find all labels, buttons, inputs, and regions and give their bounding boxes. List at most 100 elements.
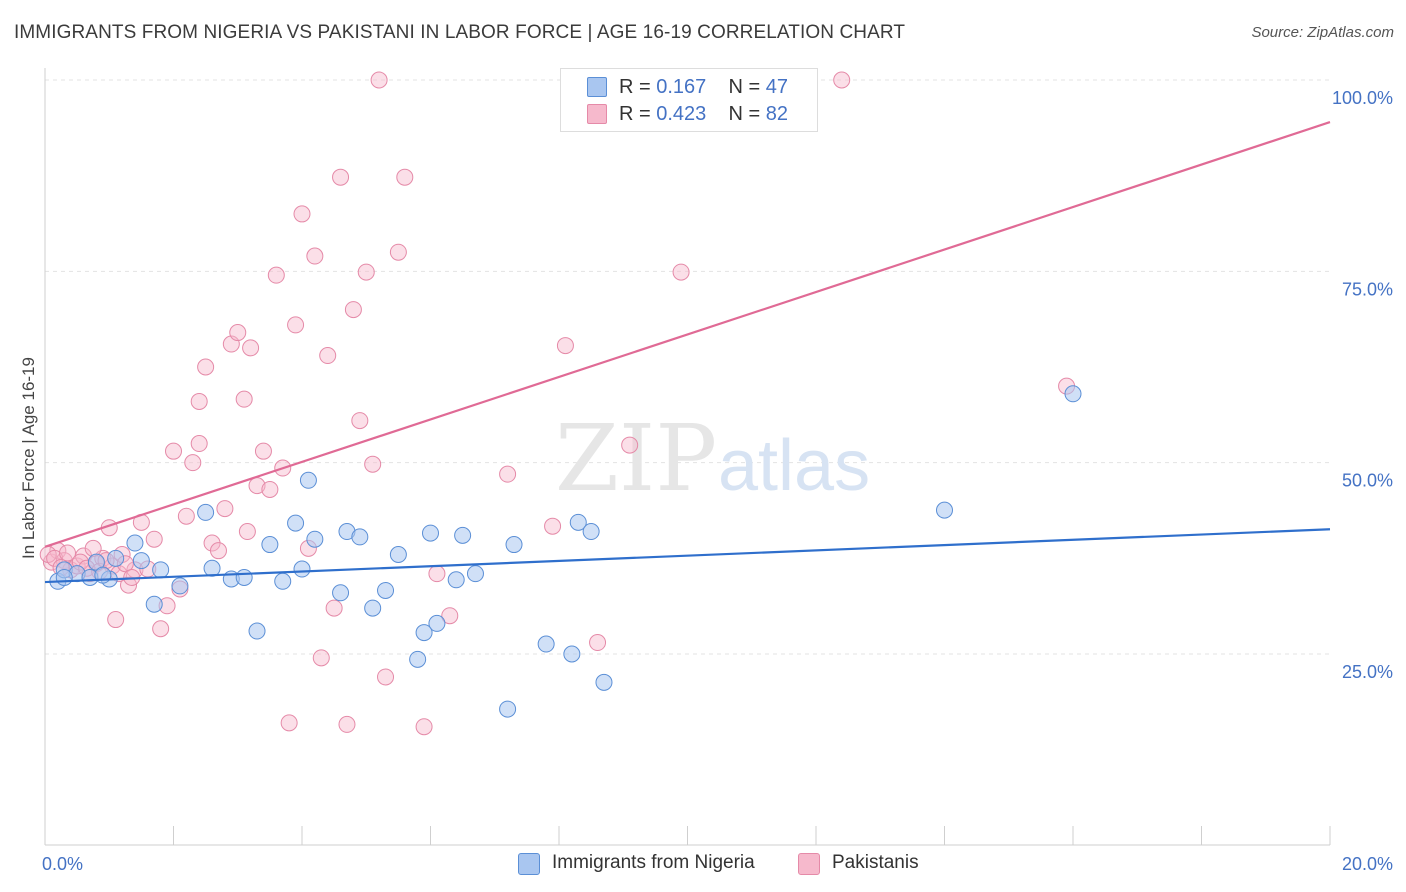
pakistani-point <box>319 347 337 365</box>
pakistani-point <box>190 392 208 410</box>
bottom-legend-label-nigeria: Immigrants from Nigeria <box>552 852 755 873</box>
legend-n-value: 47 <box>765 76 789 98</box>
pakistani-trend-line <box>44 121 1331 548</box>
pakistani-point <box>306 247 324 265</box>
x-tick-label: 20.0% <box>1342 854 1393 874</box>
pakistani-point <box>312 649 330 667</box>
axes <box>44 68 1331 846</box>
nigeria-point <box>332 584 350 602</box>
bottom-legend-swatch-nigeria <box>518 853 540 875</box>
watermark-atlas: atlas <box>718 426 870 506</box>
pakistani-point <box>499 465 517 483</box>
pakistani-point <box>338 715 356 733</box>
nigeria-point <box>306 530 324 548</box>
pakistani-points <box>39 71 1076 736</box>
pakistani-point <box>165 442 182 460</box>
nigeria-point <box>454 526 472 544</box>
pakistani-point <box>58 544 76 562</box>
nigeria-point <box>377 581 395 599</box>
pakistani-point <box>46 549 64 567</box>
pakistani-point <box>229 324 247 342</box>
nigeria-point <box>152 561 170 579</box>
nigeria-point <box>235 568 253 586</box>
pakistani-point <box>293 205 311 223</box>
legend-swatch-nigeria <box>587 77 607 97</box>
pakistani-point <box>332 168 350 186</box>
pakistani-point <box>357 263 375 281</box>
watermark: ZIP atlas <box>555 405 870 512</box>
pakistani-point <box>544 517 562 535</box>
nigeria-point <box>261 536 279 554</box>
y-tick-label: 50.0% <box>1342 471 1393 491</box>
legend-r-value: 0.167 <box>656 76 707 98</box>
nigeria-point <box>287 514 305 532</box>
pakistani-point <box>344 301 362 319</box>
pakistani-point <box>235 390 253 408</box>
legend-r-label: R = <box>619 76 657 98</box>
y-axis-label: In Labor Force | Age 16-19 <box>19 357 38 559</box>
bottom-legend-label-pakistani: Pakistanis <box>832 852 919 873</box>
pakistani-point <box>197 358 215 376</box>
x-tick-label: 0.0% <box>42 854 83 874</box>
pakistani-point <box>242 339 260 357</box>
nigeria-point <box>499 700 517 718</box>
nigeria-point <box>447 571 465 589</box>
nigeria-point <box>55 568 73 586</box>
legend-r-label: R = <box>619 103 657 125</box>
pakistani-point <box>238 523 256 541</box>
pakistani-point <box>672 263 690 281</box>
nigeria-point <box>1064 385 1082 403</box>
pakistani-point <box>589 634 607 652</box>
nigeria-point <box>171 577 189 595</box>
y-tick-label: 75.0% <box>1342 279 1393 299</box>
nigeria-point <box>351 528 369 546</box>
pakistani-point <box>556 337 574 355</box>
pakistani-point <box>190 435 208 453</box>
nigeria-point <box>145 595 163 613</box>
pakistani-point <box>254 442 272 460</box>
legend-n-label: N = <box>728 76 766 98</box>
pakistani-point <box>261 480 279 498</box>
nigeria-point <box>132 552 150 570</box>
source-label: Source: ZipAtlas.com <box>1251 24 1394 41</box>
nigeria-point <box>364 599 382 617</box>
pakistani-point <box>389 243 407 261</box>
pakistani-point <box>621 436 639 454</box>
nigeria-point <box>107 549 125 567</box>
x-tick-labels: 0.0% 20.0% <box>42 854 1393 874</box>
nigeria-point <box>293 560 311 578</box>
gridlines <box>45 79 1330 655</box>
nigeria-point <box>537 635 555 653</box>
y-tick-labels: 25.0% 50.0% 75.0% 100.0% <box>1332 88 1393 682</box>
watermark-zip: ZIP <box>555 405 717 512</box>
nigeria-point <box>409 650 427 668</box>
nigeria-point <box>582 523 600 541</box>
pakistani-point <box>209 542 227 560</box>
pakistani-point <box>267 266 285 284</box>
pakistani-point <box>84 539 102 557</box>
legend-n-label: N = <box>728 103 766 125</box>
legend-r-value: 0.423 <box>656 103 707 125</box>
pakistani-point <box>370 71 388 89</box>
pakistani-point <box>364 455 382 473</box>
nigeria-point <box>299 471 317 489</box>
nigeria-point <box>936 501 953 519</box>
nigeria-point <box>563 645 581 663</box>
pakistani-point <box>351 412 369 430</box>
correlation-legend: R = 0.167 N = 47 R = 0.423 N = 82 <box>560 68 818 132</box>
pakistani-point <box>415 718 433 736</box>
pakistani-point <box>177 507 195 525</box>
nigeria-point <box>389 546 407 564</box>
bottom-legend-swatch-pakistani <box>798 853 820 875</box>
pakistani-point <box>145 530 163 548</box>
nigeria-point <box>569 513 587 531</box>
pakistani-point <box>107 611 125 629</box>
nigeria-point <box>428 614 446 632</box>
y-tick-label: 25.0% <box>1342 662 1393 682</box>
legend-swatch-pakistani <box>587 104 607 124</box>
nigeria-point <box>415 624 433 642</box>
nigeria-point <box>505 536 523 554</box>
trend-lines <box>44 121 1331 584</box>
pakistani-point <box>184 454 202 472</box>
